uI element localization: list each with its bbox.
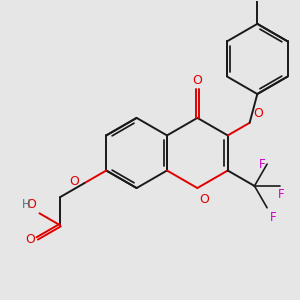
- Text: F: F: [259, 158, 266, 171]
- Text: F: F: [278, 188, 284, 201]
- Text: O: O: [25, 233, 35, 246]
- Text: O: O: [199, 194, 209, 206]
- Text: O: O: [69, 175, 79, 188]
- Text: O: O: [192, 74, 202, 87]
- Text: O: O: [27, 198, 37, 211]
- Text: O: O: [253, 107, 263, 120]
- Text: H: H: [22, 198, 30, 211]
- Text: F: F: [270, 211, 277, 224]
